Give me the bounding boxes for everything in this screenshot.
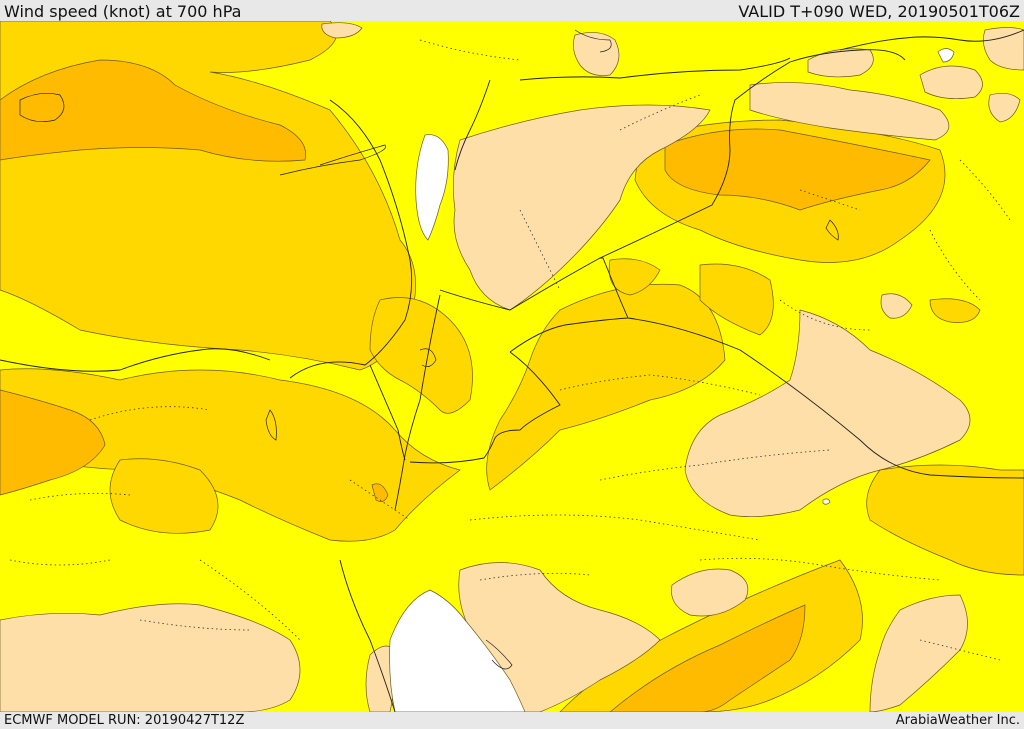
country-borders — [0, 29, 1024, 712]
footer-bar: ECMWF MODEL RUN: 20190427T12Z ArabiaWeat… — [0, 712, 1024, 729]
wind-speed-map — [0, 21, 1024, 712]
high-wind-contours — [0, 59, 931, 712]
credit-label: ArabiaWeather Inc. — [895, 713, 1020, 728]
map-title: Wind speed (knot) at 700 hPa — [4, 2, 242, 21]
admin-boundaries — [9, 39, 1011, 661]
coastlines — [19, 29, 839, 670]
map-area — [0, 21, 1024, 712]
valid-time-label: VALID T+090 WED, 20190501T06Z — [738, 2, 1020, 21]
header-bar: Wind speed (knot) at 700 hPa VALID T+090… — [0, 0, 1024, 21]
model-run-label: ECMWF MODEL RUN: 20190427T12Z — [4, 713, 245, 728]
low-wind-contours — [0, 22, 1024, 712]
calm-wind-areas — [389, 48, 955, 712]
